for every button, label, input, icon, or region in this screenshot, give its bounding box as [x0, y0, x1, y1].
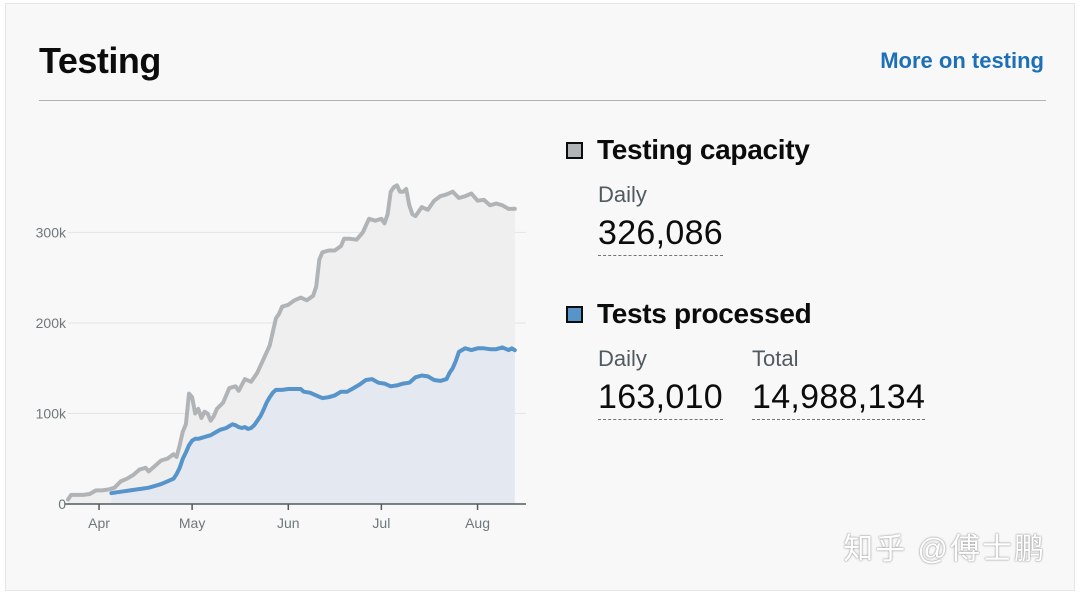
chart-tick-labels: 0 100k 200k 300k Apr May Jun Jul Aug	[36, 224, 490, 531]
page-title: Testing	[39, 40, 161, 81]
x-tick-label: Jun	[277, 515, 300, 531]
y-tick-label: 100k	[36, 405, 67, 421]
watermark-text: 知乎 @傅士鹏	[843, 533, 1046, 566]
y-tick-label: 300k	[36, 224, 67, 240]
x-tick-label: Jul	[372, 515, 390, 531]
y-tick-label: 0	[58, 496, 66, 512]
x-tick-label: Apr	[88, 515, 110, 531]
more-on-testing-link[interactable]: More on testing	[880, 48, 1044, 73]
processed-total-value[interactable]: 14,988,134	[752, 378, 926, 420]
processed-heading-label: Tests processed	[597, 298, 812, 329]
processed-total-label: Total	[752, 346, 799, 371]
processed-swatch-icon	[566, 305, 583, 323]
chart-axes	[65, 503, 526, 510]
x-tick-label: Aug	[465, 515, 490, 531]
capacity-heading-label: Testing capacity	[597, 134, 810, 165]
series-line-1	[109, 345, 517, 496]
chart-lines	[66, 183, 517, 502]
x-tick-label: May	[179, 515, 205, 531]
testing-card: Testing More on testing 0 100k 200k 300k Apr…	[5, 3, 1075, 591]
capacity-heading: Testing capacity	[566, 134, 810, 166]
series-area-1	[111, 347, 515, 504]
chart-areas	[68, 185, 515, 505]
processed-daily-value[interactable]: 163,010	[598, 378, 724, 420]
capacity-daily-value[interactable]: 326,086	[598, 214, 724, 256]
capacity-swatch-icon	[566, 141, 583, 159]
processed-heading: Tests processed	[566, 298, 812, 330]
header-divider	[39, 100, 1046, 101]
capacity-daily-label: Daily	[598, 182, 647, 207]
testing-chart: 0 100k 200k 300k Apr May Jun Jul Aug	[36, 183, 526, 531]
processed-daily-label: Daily	[598, 346, 647, 371]
y-tick-label: 200k	[36, 315, 67, 331]
series-line-0	[66, 183, 517, 502]
